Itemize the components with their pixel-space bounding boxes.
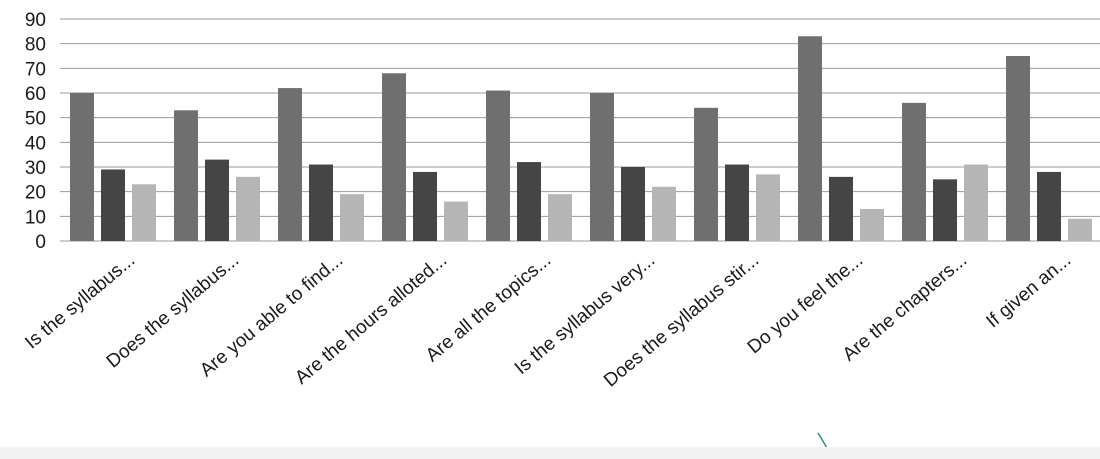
bar	[236, 176, 260, 241]
bar	[1037, 171, 1061, 241]
y-tick-label: 80	[25, 35, 46, 56]
y-tick-label: 0	[35, 232, 46, 253]
bar	[101, 169, 125, 241]
bar	[205, 159, 229, 241]
bar	[382, 73, 406, 242]
bar	[590, 93, 614, 241]
bar	[621, 167, 645, 241]
y-tick-label: 20	[25, 183, 46, 204]
y-tick-label: 60	[25, 84, 46, 105]
y-tick-label: 40	[25, 133, 46, 154]
bar	[933, 179, 957, 241]
bar	[517, 162, 541, 241]
bar	[1006, 56, 1030, 241]
bar	[829, 176, 853, 241]
bar	[1068, 218, 1092, 241]
bar	[652, 186, 676, 241]
bar	[309, 164, 333, 241]
bar	[756, 174, 780, 241]
bar	[964, 164, 988, 241]
y-axis-tick-labels: 0 10 20 30 40 50 60 70 80 90	[25, 10, 46, 253]
bar	[340, 194, 364, 241]
bar	[413, 171, 437, 241]
bar	[725, 164, 749, 241]
bar	[278, 88, 302, 241]
y-tick-label: 90	[25, 10, 46, 31]
bar	[174, 110, 198, 242]
x-axis-category-labels: Is the syllabus...Does the syllabus...Ar…	[21, 250, 1075, 392]
bars	[70, 36, 1092, 242]
bar	[444, 201, 468, 241]
gridlines	[60, 18, 1100, 242]
bar	[902, 102, 926, 241]
bar	[694, 107, 718, 241]
bar	[70, 93, 94, 241]
page-edge	[0, 447, 1100, 459]
bar	[486, 90, 510, 242]
x-category-label: Is the syllabus...	[21, 250, 139, 354]
y-tick-label: 50	[25, 109, 46, 130]
bar	[548, 194, 572, 241]
bar	[798, 36, 822, 242]
y-tick-label: 70	[25, 59, 46, 80]
y-tick-label: 10	[25, 207, 46, 228]
y-tick-label: 30	[25, 158, 46, 179]
bar	[132, 184, 156, 241]
bar	[860, 208, 884, 241]
x-category-label: If given an...	[982, 250, 1075, 333]
